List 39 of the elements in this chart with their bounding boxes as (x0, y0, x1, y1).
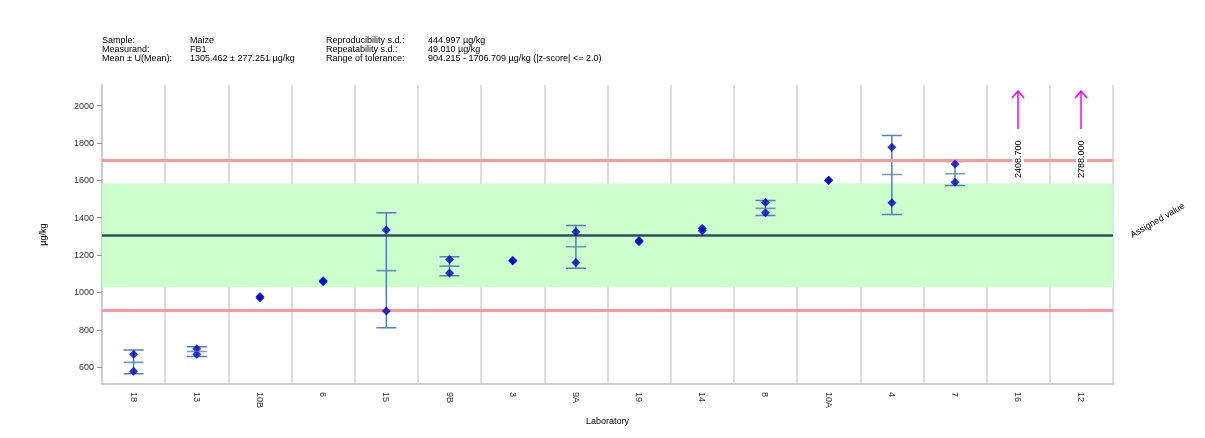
x-tick-label: 9A (570, 392, 581, 404)
text: FB1 (190, 43, 207, 54)
y-tick-label: 600 (78, 362, 94, 373)
y-tick-label: 1400 (73, 212, 94, 223)
y-tick-label: 1800 (73, 137, 94, 148)
text: Range of tolerance: (326, 52, 405, 63)
x-tick-label: 9B (444, 392, 455, 404)
x-tick-label: 16 (1013, 392, 1024, 403)
text: 49.010 µg/kg (428, 43, 481, 54)
x-tick-label: 10A (823, 392, 834, 409)
x-tick-label: 15 (381, 392, 392, 403)
text: Repeatability s.d.: (326, 43, 398, 54)
x-tick-label: 14 (697, 392, 708, 403)
y-tick-label: 2000 (73, 100, 94, 111)
y-tick-label: 1200 (73, 250, 94, 261)
x-tick-label: 3 (507, 392, 518, 398)
x-tick-label: 18 (128, 392, 139, 403)
x-axis-title: Laboratory (585, 415, 630, 426)
text: Sample: (102, 34, 136, 45)
x-tick-label: 10B (254, 392, 265, 409)
text: Maize (190, 34, 215, 45)
x-tick-label: 6 (318, 392, 329, 398)
y-axis-title: µg/kg (37, 223, 48, 246)
text: 1305.462 ± 277.251 µg/kg (190, 52, 295, 63)
x-tick-label: 8 (760, 392, 771, 398)
annotation: 2788.000 (1076, 140, 1087, 178)
text: Mean ± U(Mean): (102, 52, 172, 63)
text: Reproducibility s.d.: (326, 34, 405, 45)
x-tick-label: 7 (950, 392, 961, 398)
annotation: 2408.700 (1013, 140, 1024, 178)
y-tick-label: 800 (78, 324, 94, 335)
x-tick-label: 4 (886, 392, 897, 398)
y-tick-label: 1000 (73, 287, 94, 298)
text: Measurand: (102, 43, 150, 54)
x-tick-label: 13 (191, 392, 202, 403)
y-tick-label: 1600 (73, 175, 94, 186)
text: 444.997 µg/kg (428, 34, 486, 45)
x-tick-label: 19 (634, 392, 645, 403)
x-tick-label: 12 (1076, 392, 1087, 403)
